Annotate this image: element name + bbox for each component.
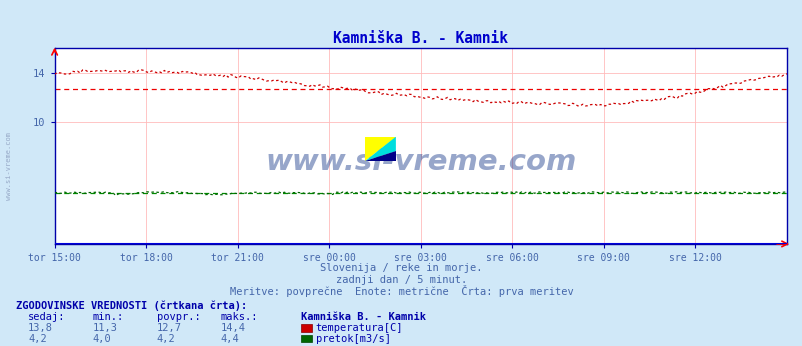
- Text: Kamniška B. - Kamnik: Kamniška B. - Kamnik: [301, 312, 426, 322]
- Text: sedaj:: sedaj:: [28, 312, 66, 322]
- Polygon shape: [365, 137, 395, 161]
- Text: pretok[m3/s]: pretok[m3/s]: [315, 334, 390, 344]
- Text: ZGODOVINSKE VREDNOSTI (črtkana črta):: ZGODOVINSKE VREDNOSTI (črtkana črta):: [16, 300, 247, 311]
- Text: 12,7: 12,7: [156, 323, 181, 333]
- Text: maks.:: maks.:: [221, 312, 258, 322]
- Text: zadnji dan / 5 minut.: zadnji dan / 5 minut.: [335, 275, 467, 285]
- Text: 4,2: 4,2: [156, 334, 175, 344]
- Text: temperatura[C]: temperatura[C]: [315, 323, 403, 333]
- Text: Meritve: povprečne  Enote: metrične  Črta: prva meritev: Meritve: povprečne Enote: metrične Črta:…: [229, 285, 573, 298]
- Text: www.si-vreme.com: www.si-vreme.com: [6, 132, 12, 200]
- Text: povpr.:: povpr.:: [156, 312, 200, 322]
- Text: 13,8: 13,8: [28, 323, 53, 333]
- Text: 4,2: 4,2: [28, 334, 47, 344]
- Polygon shape: [365, 137, 395, 161]
- Polygon shape: [365, 151, 395, 161]
- Text: 14,4: 14,4: [221, 323, 245, 333]
- Title: Kamniška B. - Kamnik: Kamniška B. - Kamnik: [333, 31, 508, 46]
- Text: 4,4: 4,4: [221, 334, 239, 344]
- Text: 11,3: 11,3: [92, 323, 117, 333]
- Text: 4,0: 4,0: [92, 334, 111, 344]
- Text: www.si-vreme.com: www.si-vreme.com: [265, 148, 576, 176]
- Text: Slovenija / reke in morje.: Slovenija / reke in morje.: [320, 263, 482, 273]
- Text: min.:: min.:: [92, 312, 124, 322]
